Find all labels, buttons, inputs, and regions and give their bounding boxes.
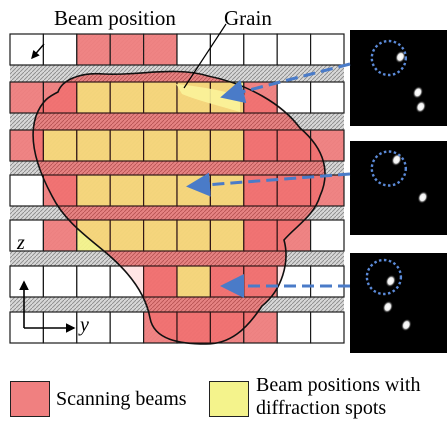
legend-swatch-diffraction [209,381,249,417]
beam-cell [176,265,212,298]
beam-cell [243,219,278,252]
diffraction-panel [350,253,447,353]
beam-cell [109,129,145,162]
y-axis-label: y [80,314,89,336]
beam-cell [176,219,212,252]
grain-tint [33,71,326,345]
beam-cell [276,33,312,66]
beam-cell [276,311,312,344]
diffraction-panel [350,141,447,235]
legend-swatch-scanning [10,381,50,417]
diffraction-spot [412,86,424,99]
spot-to-beam-arrow [220,62,351,104]
beam-cell [9,33,45,66]
diffraction-spot [385,274,396,288]
beam-cell [209,311,245,344]
diffraction-panel-bg [350,253,447,353]
beam-cell [109,174,145,207]
beam-cell [276,81,312,114]
beam-cell [76,174,111,207]
beam-cell [143,81,178,114]
diffraction-spot [417,191,429,204]
spot-highlight-circle [370,39,407,77]
beam-cell [176,33,212,66]
beam-cell [76,33,111,66]
grain-outline [32,70,326,345]
beam-cell [209,219,245,252]
diffraction-panel [350,30,447,126]
beam-grid [9,33,345,344]
beam-cell [9,174,45,207]
beam-cell [9,219,45,252]
beam-cell [310,265,345,298]
beam-position-label: Beam position [54,6,176,30]
beam-cell [109,219,145,252]
beam-cell [276,219,312,252]
beam-cell [276,174,312,207]
spot-to-beam-arrow [186,172,351,197]
beam-cell [209,174,245,207]
beam-cell [276,265,312,298]
beam-cell [209,33,245,66]
beam-cell [9,129,45,162]
beam-cell [76,81,111,114]
spot-highlight-circle [365,258,403,296]
beam-cell [310,219,345,252]
beam-cell [243,265,278,298]
beam-cell [209,129,245,162]
grain-label: Grain [224,6,272,30]
grain-highlight [176,84,240,112]
grain-pointer [183,23,227,89]
beam-cell [176,129,212,162]
beam-cell [42,129,78,162]
spot-highlight-circle [370,150,407,187]
beam-cell [9,81,45,114]
diffraction-spot [391,153,402,167]
diffraction-spot [415,100,427,114]
beam-position-pointer [31,43,45,60]
z-axis-label: z [17,232,25,254]
beam-cell [42,265,78,298]
beam-cell [243,33,278,66]
beam-cell [109,33,145,66]
beam-cell [310,311,345,344]
legend-label-diffraction-line1: Beam positions with [256,374,421,396]
diffraction-spot [401,318,412,332]
beam-cell [176,311,212,344]
diffraction-panel-bg [350,30,447,126]
beam-cell [109,265,145,298]
beam-cell [76,311,111,344]
beam-cell [310,174,345,207]
beam-cell [143,33,178,66]
beam-cell [109,311,145,344]
beam-cell [9,265,45,298]
legend-label-scanning: Scanning beams [56,388,187,410]
diffraction-spot [382,300,394,314]
legend-label-diffraction-line2: diffraction spots [256,397,387,419]
beam-cell [310,81,345,114]
beam-cell [42,219,78,252]
beam-cell [143,219,178,252]
beam-cell [143,174,178,207]
beam-cell [243,129,278,162]
beam-cell [310,33,345,66]
diffraction-spot [395,50,406,64]
beam-cell [76,265,111,298]
beam-cell [42,33,78,66]
beam-cell [143,265,178,298]
